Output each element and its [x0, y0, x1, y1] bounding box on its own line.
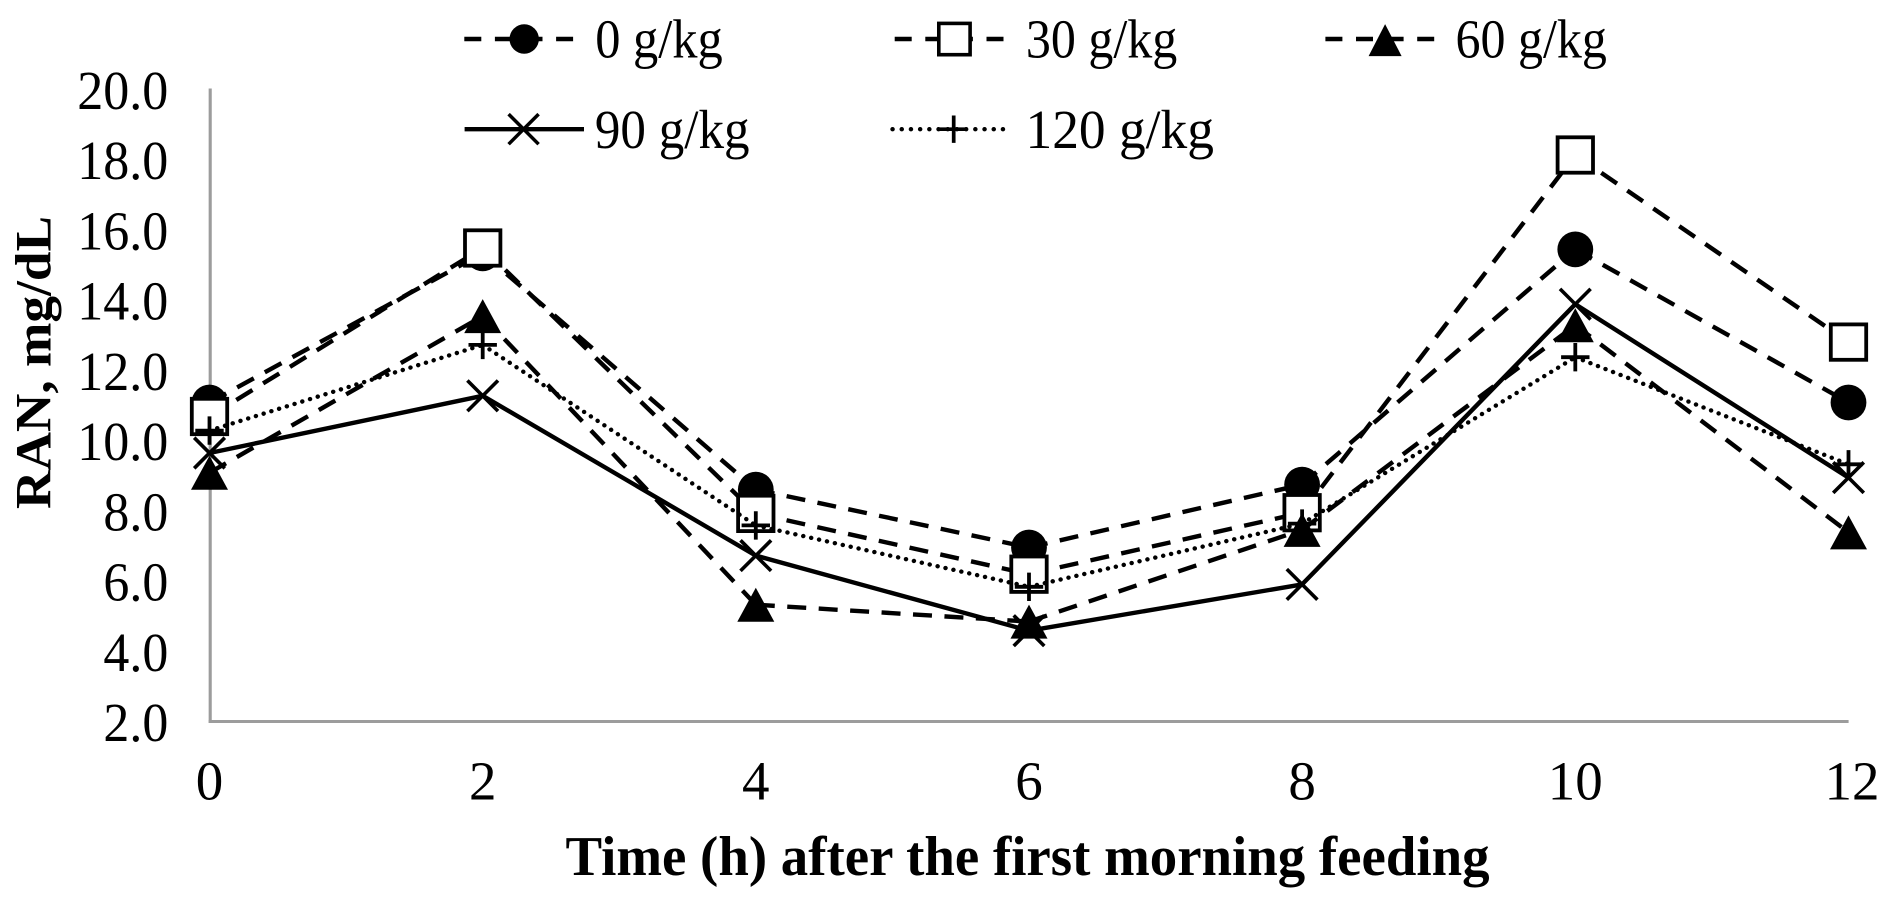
svg-text:60 g/kg: 60 g/kg	[1456, 9, 1607, 70]
svg-text:12: 12	[1825, 751, 1880, 812]
svg-text:10.0: 10.0	[77, 411, 168, 472]
svg-text:12.0: 12.0	[77, 341, 168, 402]
svg-text:4: 4	[742, 751, 770, 812]
svg-text:0 g/kg: 0 g/kg	[595, 9, 723, 70]
svg-text:8.0: 8.0	[103, 481, 168, 542]
svg-text:2: 2	[469, 751, 497, 812]
svg-text:Time (h) after the first morni: Time (h) after the first morning feeding	[566, 826, 1490, 888]
svg-text:0: 0	[196, 751, 224, 812]
svg-text:16.0: 16.0	[77, 200, 168, 261]
svg-text:2.0: 2.0	[103, 692, 168, 753]
svg-text:6: 6	[1015, 751, 1043, 812]
svg-text:18.0: 18.0	[77, 130, 168, 191]
svg-text:8: 8	[1288, 751, 1316, 812]
svg-text:20.0: 20.0	[77, 60, 168, 121]
svg-text:4.0: 4.0	[103, 622, 168, 683]
svg-text:6.0: 6.0	[103, 552, 168, 613]
svg-text:10: 10	[1548, 751, 1603, 812]
svg-text:14.0: 14.0	[77, 271, 168, 332]
svg-text:120 g/kg: 120 g/kg	[1026, 100, 1214, 161]
svg-text:90 g/kg: 90 g/kg	[595, 100, 750, 161]
svg-text:30 g/kg: 30 g/kg	[1026, 9, 1177, 70]
svg-text:RAN, mg/dL: RAN, mg/dL	[7, 216, 63, 509]
